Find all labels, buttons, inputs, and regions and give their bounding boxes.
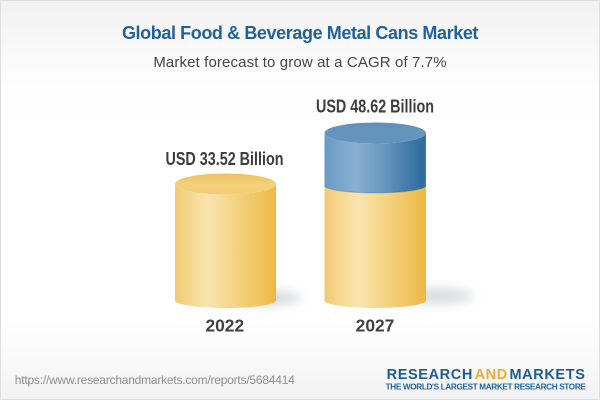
svg-text:Market forecast to grow at a C: Market forecast to grow at a CAGR of 7.7…	[153, 54, 446, 71]
svg-text:THE WORLD'S LARGEST MARKET RES: THE WORLD'S LARGEST MARKET RESEARCH STOR…	[386, 383, 587, 392]
svg-text:2022: 2022	[205, 316, 244, 336]
svg-text:https://www.researchandmarkets: https://www.researchandmarkets.com/repor…	[15, 373, 295, 387]
svg-text:USD 33.52 Billion: USD 33.52 Billion	[166, 149, 284, 169]
svg-text:USD 48.62 Billion: USD 48.62 Billion	[316, 97, 434, 117]
svg-text:2027: 2027	[356, 316, 395, 336]
svg-text:Global Food & Beverage Metal C: Global Food & Beverage Metal Cans Market	[122, 23, 478, 43]
